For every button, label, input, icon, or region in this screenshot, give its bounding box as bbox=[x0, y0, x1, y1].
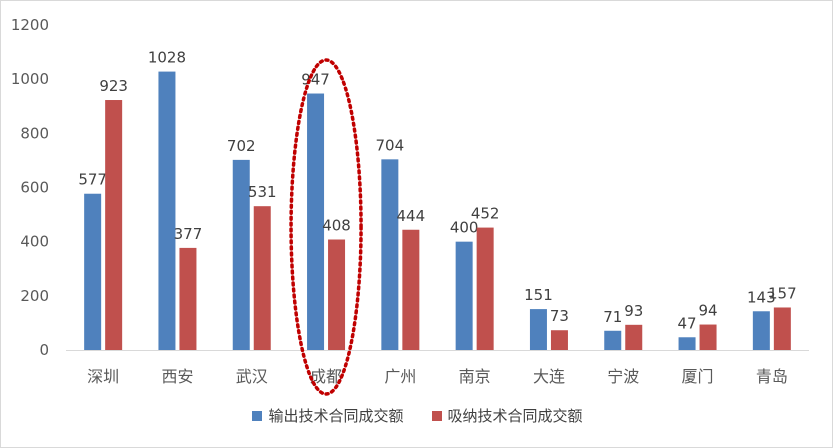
data-label-input: 408 bbox=[322, 217, 351, 235]
y-tick-label: 1200 bbox=[11, 16, 49, 34]
x-tick-label: 青岛 bbox=[756, 367, 788, 386]
data-label-input: 452 bbox=[471, 205, 500, 223]
legend-swatch-output bbox=[252, 410, 263, 421]
legend-label-output: 输出技术合同成交额 bbox=[268, 407, 404, 425]
bar-output bbox=[158, 71, 176, 350]
y-tick-label: 200 bbox=[20, 287, 49, 305]
data-label-output: 71 bbox=[603, 308, 622, 326]
bar-input bbox=[625, 324, 643, 350]
bar-output bbox=[529, 309, 547, 350]
y-tick-label: 600 bbox=[20, 179, 49, 197]
bar-input bbox=[476, 227, 494, 350]
x-tick-label: 成都 bbox=[310, 367, 342, 386]
data-label-output: 47 bbox=[678, 314, 697, 332]
legend-label-input: 吸纳技术合同成交额 bbox=[447, 407, 583, 425]
bar-input bbox=[179, 247, 197, 350]
bar-input bbox=[402, 229, 420, 350]
highlight-ellipse bbox=[289, 58, 363, 396]
y-tick-label: 1000 bbox=[11, 70, 49, 88]
bar-input bbox=[699, 324, 717, 350]
bar-output bbox=[84, 193, 102, 350]
data-label-output: 400 bbox=[450, 219, 479, 237]
y-tick-label: 0 bbox=[39, 341, 49, 359]
x-tick-label: 厦门 bbox=[682, 367, 714, 386]
bar-output bbox=[232, 159, 250, 350]
data-label-output: 1028 bbox=[148, 49, 186, 67]
bar-output bbox=[381, 159, 399, 350]
y-tick-label: 400 bbox=[20, 233, 49, 251]
data-label-input: 157 bbox=[768, 284, 797, 302]
x-tick-label: 大连 bbox=[533, 367, 565, 386]
data-label-output: 151 bbox=[524, 286, 553, 304]
x-tick-label: 西安 bbox=[161, 367, 193, 386]
data-label-input: 73 bbox=[550, 307, 569, 325]
bar-output bbox=[455, 241, 473, 350]
bar-output bbox=[604, 330, 622, 350]
legend: 输出技术合同成交额 吸纳技术合同成交额 bbox=[1, 405, 833, 426]
data-label-input: 93 bbox=[624, 302, 643, 320]
bar-output bbox=[307, 93, 325, 350]
data-label-input: 94 bbox=[699, 302, 718, 320]
x-tick-label: 宁波 bbox=[607, 367, 639, 386]
data-label-output: 577 bbox=[78, 171, 107, 189]
bar-input bbox=[550, 330, 568, 350]
data-label-input: 377 bbox=[174, 225, 203, 243]
data-label-input: 923 bbox=[99, 77, 128, 95]
legend-swatch-input bbox=[431, 410, 442, 421]
bar-input bbox=[328, 239, 346, 350]
data-label-output: 143 bbox=[747, 288, 776, 306]
data-label-output: 702 bbox=[227, 137, 256, 155]
x-tick-label: 南京 bbox=[459, 367, 491, 386]
data-label-input: 444 bbox=[397, 207, 426, 225]
bar-input bbox=[253, 206, 271, 350]
bar-chart: 0 200 400 600 800 1000 1200 577 923 深圳 1028 377 西安 70… bbox=[11, 16, 809, 396]
legend-item-output: 输出技术合同成交额 bbox=[252, 405, 404, 426]
bar-output bbox=[752, 311, 770, 350]
x-tick-label: 广州 bbox=[384, 367, 416, 386]
legend-item-input: 吸纳技术合同成交额 bbox=[431, 405, 583, 426]
y-tick-label: 800 bbox=[20, 124, 49, 142]
bar-output bbox=[678, 337, 696, 350]
x-tick-label: 武汉 bbox=[236, 367, 268, 386]
bar-input bbox=[773, 307, 791, 350]
bar-input bbox=[105, 100, 123, 350]
data-label-output: 704 bbox=[376, 136, 405, 154]
data-label-input: 531 bbox=[248, 183, 277, 201]
x-tick-label: 深圳 bbox=[87, 367, 119, 386]
